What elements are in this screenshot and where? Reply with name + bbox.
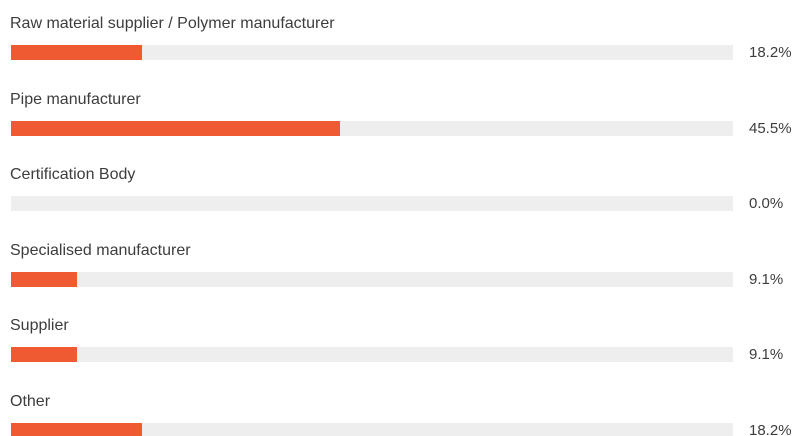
value-label: 18.2% <box>749 44 792 61</box>
bar-row: Certification Body 0.0% <box>0 165 795 225</box>
value-label: 18.2% <box>749 421 792 436</box>
bar <box>11 422 143 436</box>
category-label: Other <box>10 392 51 410</box>
value-label: 45.5% <box>749 119 792 137</box>
value-label: 9.1% <box>749 346 784 363</box>
category-label: Specialised manufacturer <box>10 241 191 259</box>
bar-track <box>11 196 733 211</box>
value-label: 0.0% <box>749 195 784 212</box>
bar-track <box>11 120 733 136</box>
bar <box>11 271 77 287</box>
bar <box>11 45 143 60</box>
bar-track <box>11 45 733 60</box>
category-label: Supplier <box>10 317 69 334</box>
bar-row: Specialised manufacturer 9.1% <box>0 241 795 301</box>
bar-row: Pipe manufacturer 45.5% <box>0 90 795 150</box>
category-label: Raw material supplier / Polymer manufact… <box>10 15 335 32</box>
bar-row: Raw material supplier / Polymer manufact… <box>0 14 795 74</box>
bar <box>11 347 77 362</box>
bar-track <box>11 347 733 362</box>
value-label: 9.1% <box>749 270 784 288</box>
category-label: Pipe manufacturer <box>10 90 141 108</box>
category-label: Certification Body <box>10 166 136 183</box>
bar-row: Supplier 9.1% <box>0 316 795 376</box>
bar-track <box>11 271 733 287</box>
bar-row: Other 18.2% <box>0 392 795 436</box>
bar <box>11 120 340 136</box>
bar-track <box>11 422 733 436</box>
